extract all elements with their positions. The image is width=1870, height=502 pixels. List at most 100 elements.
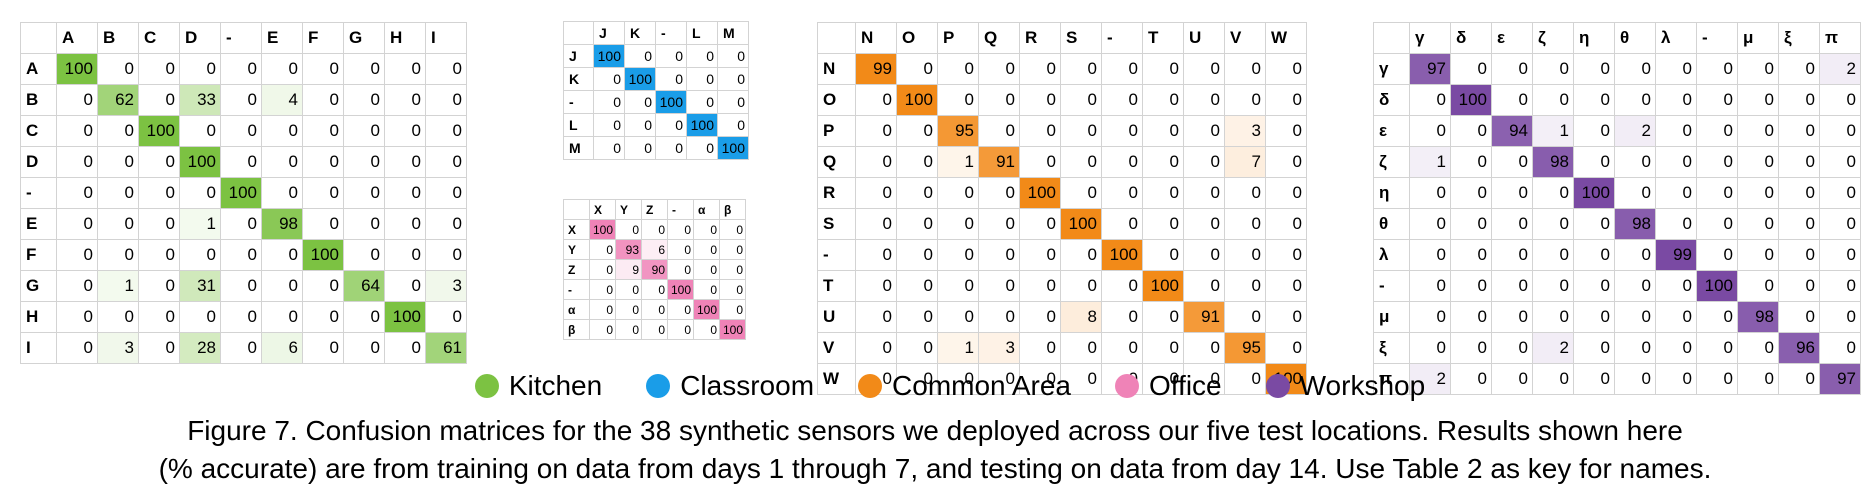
matrix-cell: 0 [1573, 53, 1615, 85]
row-label: η [1373, 177, 1410, 209]
matrix-cell: 0 [1409, 239, 1451, 271]
matrix-cell: 0 [1778, 115, 1820, 147]
matrix-cell: 0 [624, 90, 656, 114]
matrix-cell: 0 [220, 84, 262, 116]
matrix-cell: 8 [1060, 301, 1102, 333]
matrix-row: O 0 100 0 0 0 0 0 0 0 0 0 [817, 84, 1307, 116]
matrix-row: Q 0 0 1 91 0 0 0 0 0 7 0 [817, 146, 1307, 178]
matrix-cell: 0 [1060, 146, 1102, 178]
matrix-cell: 93 [615, 239, 642, 260]
matrix-cell: 0 [1142, 53, 1184, 85]
matrix-row: π 2 0 0 0 0 0 0 0 0 0 97 [1373, 363, 1861, 395]
matrix-cell: 0 [1101, 115, 1143, 147]
matrix-row: -0 0 0 0 0 0 0 100 0 0 0 [1373, 270, 1861, 302]
matrix-cell: 0 [855, 208, 897, 240]
matrix-row: J 100 0 0 0 0 [563, 44, 749, 68]
legend-label: Kitchen [508, 370, 603, 401]
matrix-cell: 91 [1183, 301, 1225, 333]
matrix-cell: 0 [343, 177, 385, 209]
matrix-cell: 0 [1696, 332, 1738, 364]
row-label: Z [563, 259, 590, 280]
row-label: γ [1373, 53, 1410, 85]
matrix-cell: 0 [1019, 332, 1061, 364]
column-label: D [179, 22, 221, 54]
column-label: I [425, 22, 467, 54]
matrix-cell: 0 [138, 301, 180, 333]
matrix-cell: 0 [686, 44, 718, 68]
matrix-cell: 0 [1819, 332, 1861, 364]
matrix-cell: 0 [343, 332, 385, 364]
matrix-cell: 0 [1450, 208, 1492, 240]
matrix-cell: 6 [261, 332, 303, 364]
matrix-cell: 99 [855, 53, 897, 85]
column-label: F [302, 22, 344, 54]
row-label: β [563, 319, 590, 340]
matrix-cell: 100 [220, 177, 262, 209]
row-label: N [817, 53, 856, 85]
matrix-cell: 0 [1101, 270, 1143, 302]
row-label: - [563, 90, 594, 114]
matrix-cell: 0 [1573, 115, 1615, 147]
matrix-cell: 0 [719, 299, 746, 320]
matrix-cell: 100 [384, 301, 426, 333]
legend-swatch-common-area [858, 374, 883, 398]
matrix-cell: 0 [1491, 208, 1533, 240]
matrix-cell: 0 [1696, 115, 1738, 147]
matrix-cell: 9 [615, 259, 642, 280]
row-label: P [817, 115, 856, 147]
matrix-row: δ 0 100 0 0 0 0 0 0 0 0 0 [1373, 84, 1861, 116]
matrix-cell: 0 [1696, 146, 1738, 178]
matrix-cell: 0 [1101, 332, 1143, 364]
matrix-row: K 0 100 0 0 0 [563, 67, 749, 91]
matrix-cell: 0 [1491, 146, 1533, 178]
matrix-cell: 0 [1737, 208, 1779, 240]
matrix-cell: 0 [1614, 239, 1656, 271]
matrix-cell: 0 [220, 301, 262, 333]
matrix-cell: 0 [1737, 270, 1779, 302]
row-label: μ [1373, 301, 1410, 333]
matrix-cell: 0 [1060, 177, 1102, 209]
matrix-cell: 0 [1450, 301, 1492, 333]
matrix-cell: 0 [1491, 332, 1533, 364]
matrix-cell: 0 [1060, 239, 1102, 271]
matrix-cell: 0 [97, 53, 139, 85]
matrix-cell: 100 [1142, 270, 1184, 302]
matrix-table: J K - L M J 100 0 0 0 0 K 0 100 0 0 0-0 0 100 0 0 L 0 0 0 100 0 M 0 0… [563, 21, 749, 160]
matrix-row: E 0 0 0 1 0 98 0 0 0 0 [20, 208, 467, 240]
matrix-cell: 0 [384, 53, 426, 85]
matrix-row: A 100 0 0 0 0 0 0 0 0 0 [20, 53, 467, 85]
matrix-cell: 0 [138, 84, 180, 116]
matrix-cell: 0 [1696, 53, 1738, 85]
matrix-cell: 0 [1224, 177, 1266, 209]
matrix-cell: 0 [384, 177, 426, 209]
row-label: K [563, 67, 594, 91]
matrix-row: M 0 0 0 0 100 [563, 136, 749, 160]
column-label: E [261, 22, 303, 54]
matrix-cell: 0 [1737, 115, 1779, 147]
matrix-cell: 0 [686, 67, 718, 91]
matrix-cell: 0 [302, 84, 344, 116]
matrix-cell: 0 [589, 259, 616, 280]
matrix-cell: 0 [937, 177, 979, 209]
legend-label: Workshop [1299, 370, 1426, 401]
matrix-cell: 0 [1409, 84, 1451, 116]
column-label: ζ [1532, 22, 1574, 54]
matrix-cell: 0 [1060, 53, 1102, 85]
matrix-cell: 0 [1265, 332, 1307, 364]
column-label: δ [1450, 22, 1492, 54]
matrix-cell: 0 [1573, 146, 1615, 178]
matrix-cell: 0 [1614, 363, 1656, 395]
matrix-cell: 100 [138, 115, 180, 147]
matrix-cell: 0 [220, 53, 262, 85]
row-label: G [20, 270, 57, 302]
matrix-cell: 0 [1819, 239, 1861, 271]
matrix-cell: 0 [655, 113, 687, 137]
matrix-cell: 0 [1532, 53, 1574, 85]
matrix-cell: 0 [56, 239, 98, 271]
matrix-cell: 0 [1060, 270, 1102, 302]
matrix-cell: 0 [615, 299, 642, 320]
matrix-cell: 0 [855, 239, 897, 271]
row-label: δ [1373, 84, 1410, 116]
matrix-cell: 0 [1778, 53, 1820, 85]
